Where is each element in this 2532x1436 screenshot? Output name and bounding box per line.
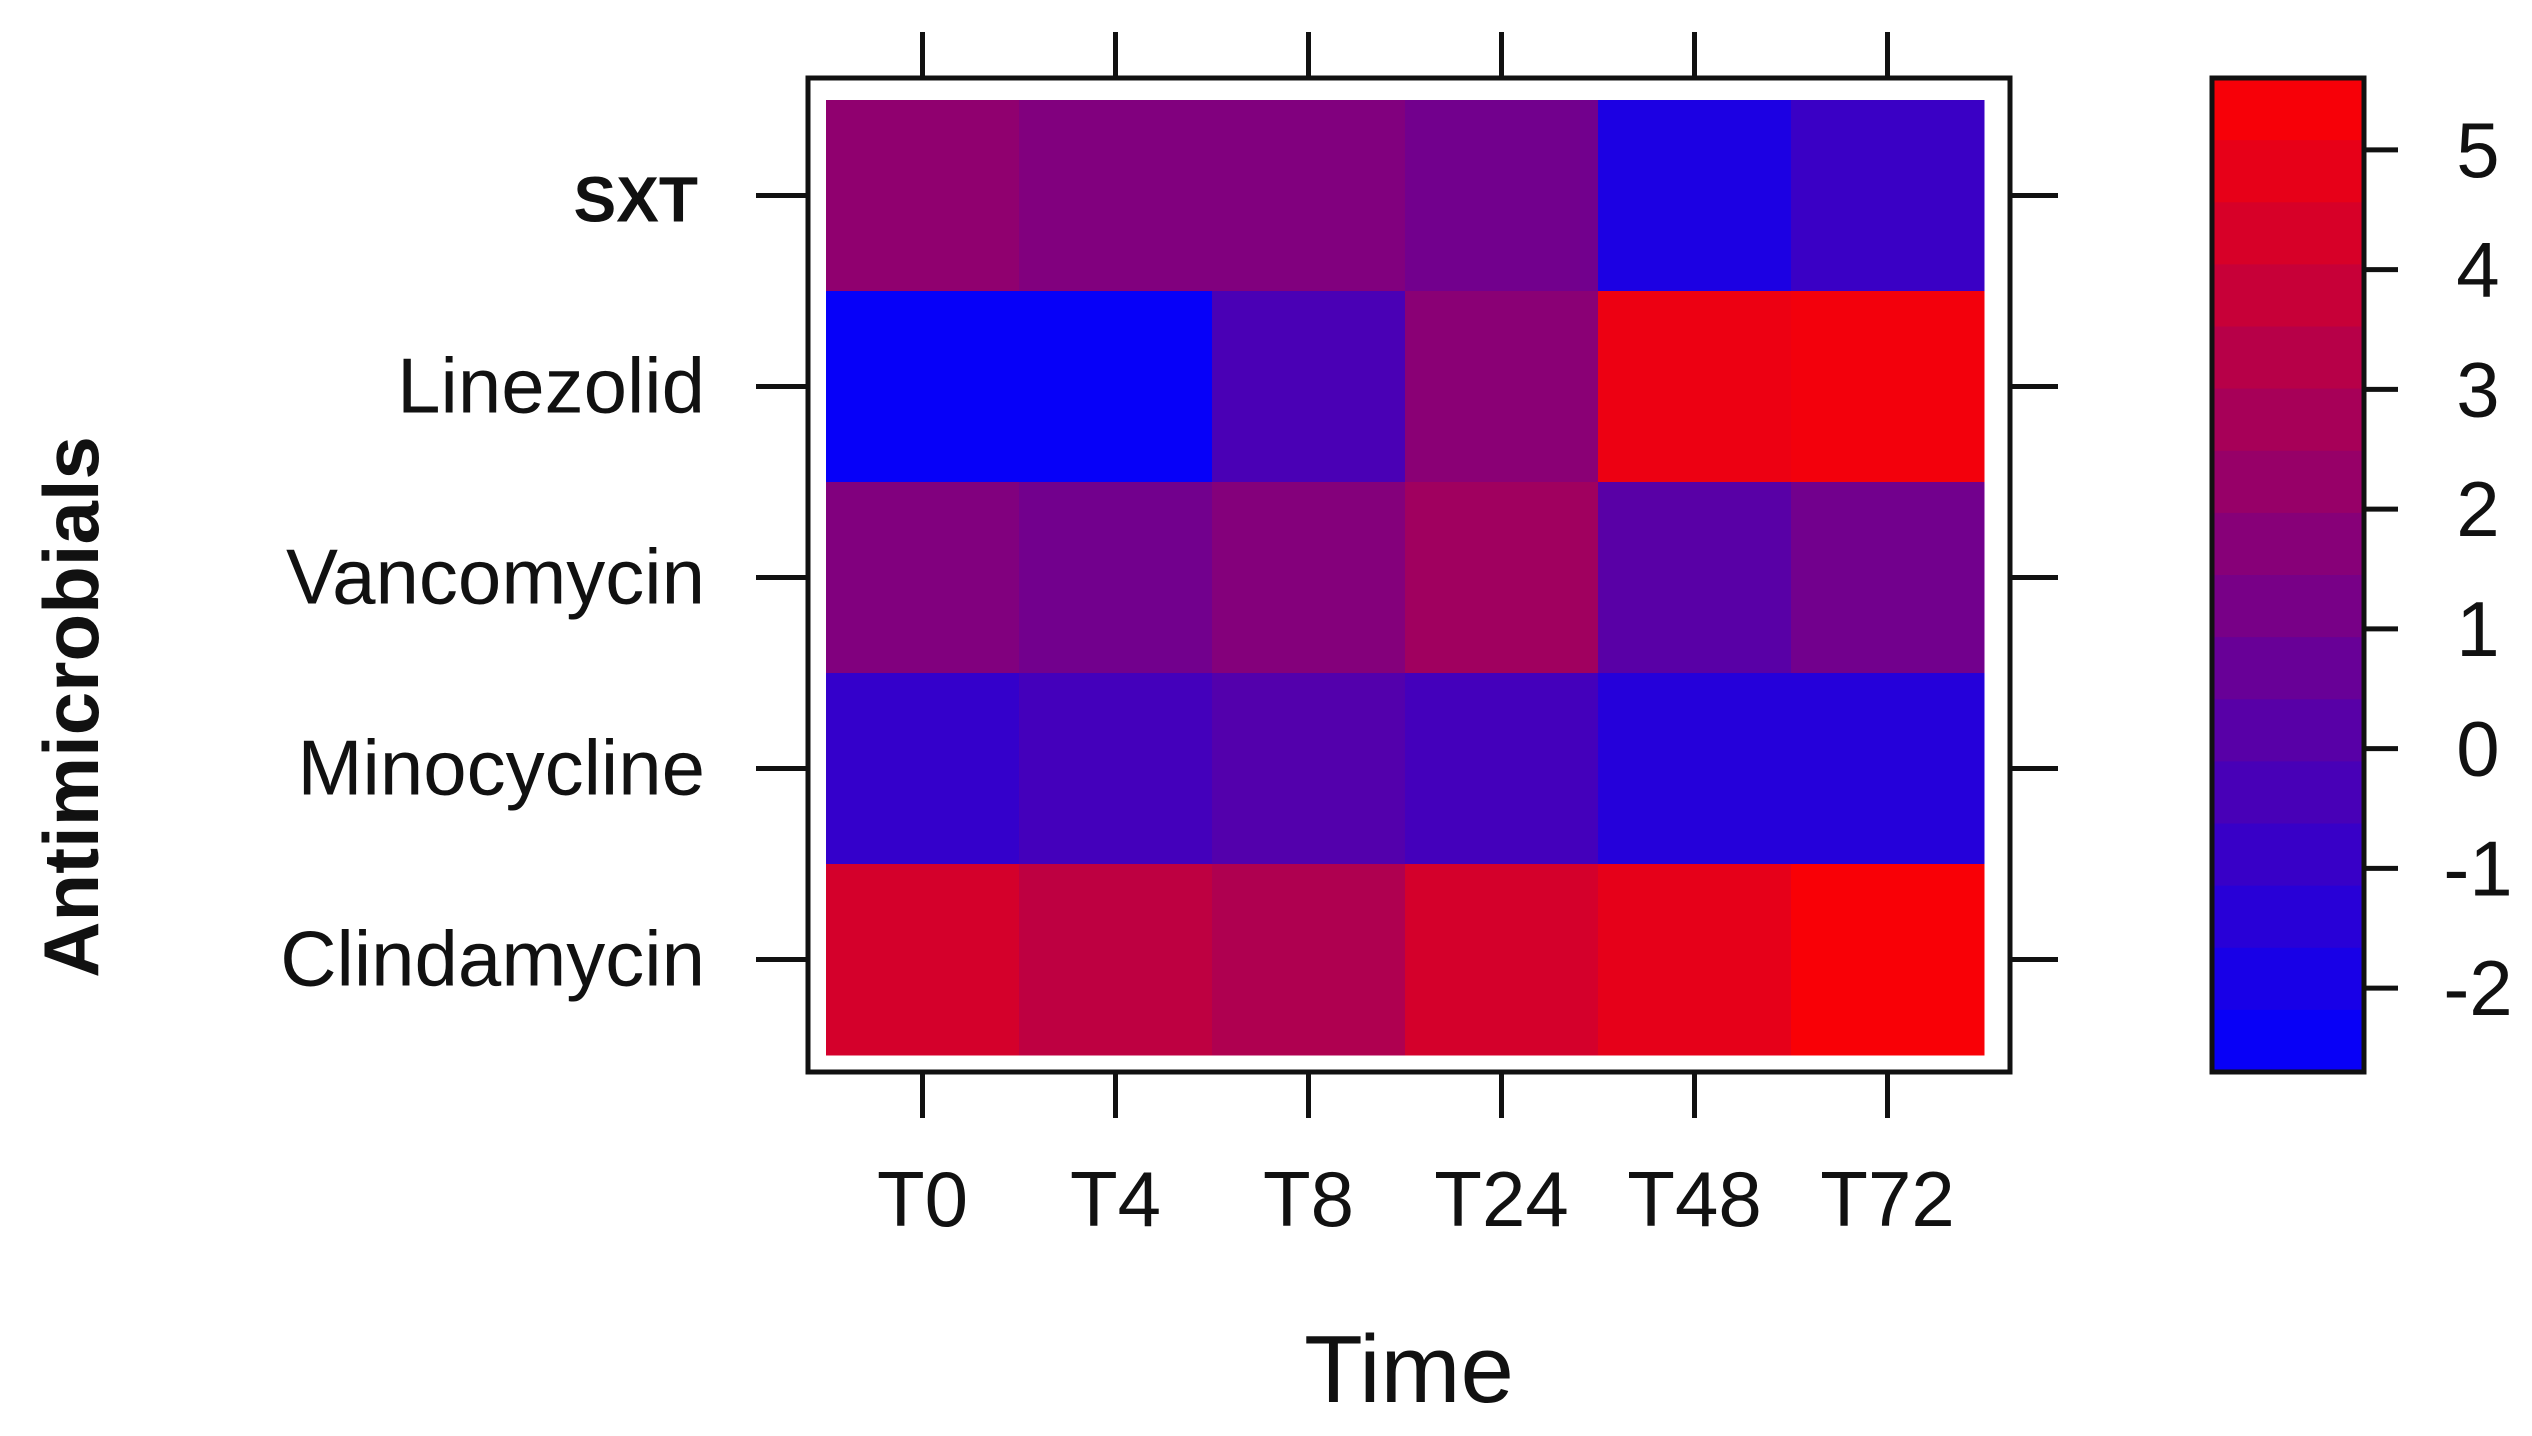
colorbar-band <box>2212 823 2364 887</box>
heatmap-cell <box>1212 864 1406 1056</box>
colorbar-band <box>2212 512 2364 576</box>
colorbar-ticks: -2 -1 0 1 2 3 4 5 <box>2364 106 2513 1032</box>
heatmap-cell <box>1598 100 1792 292</box>
heatmap-cell <box>1405 673 1599 865</box>
heatmap-cell <box>1019 100 1213 292</box>
x-axis-title: Time <box>1304 1316 1514 1423</box>
heatmap-cell <box>826 100 1020 292</box>
y-axis-ticks: SXT Linezolid Vancomycin Minocycline Clindam… <box>280 164 2058 1003</box>
y-axis-title: Antimicrobials <box>27 436 115 978</box>
heatmap-cell <box>1019 673 1213 865</box>
colorbar-band <box>2212 202 2364 265</box>
colorbar-band <box>2212 947 2364 1011</box>
y-tick-label: Minocycline <box>298 724 705 812</box>
colorbar-frame <box>2209 75 2367 1075</box>
heatmap-cell <box>1405 864 1599 1056</box>
heatmap-cell <box>1019 864 1213 1056</box>
heatmap-cell <box>1598 673 1792 865</box>
colorbar-tick-label: 5 <box>2456 106 2499 194</box>
heatmap-cell <box>1598 864 1792 1056</box>
y-tick-label: SXT <box>574 164 698 236</box>
colorbar-tick-label: 1 <box>2456 585 2499 673</box>
y-tick-label: Vancomycin <box>286 533 705 621</box>
colorbar-band <box>2212 264 2364 327</box>
heatmap-cell <box>826 673 1020 865</box>
heatmap-cell <box>1212 482 1406 674</box>
y-tick-label: Clindamycin <box>280 915 705 1003</box>
heatmap-cell <box>1791 482 1985 674</box>
x-tick-label: T48 <box>1627 1155 1761 1243</box>
heatmap-cell <box>1791 673 1985 865</box>
colorbar-band <box>2212 885 2364 949</box>
colorbar-band <box>2212 1009 2364 1073</box>
x-tick-label: T8 <box>1263 1155 1354 1243</box>
heatmap-cells <box>826 100 1985 1056</box>
y-tick-label: Linezolid <box>397 342 705 430</box>
colorbar-tick-label: -1 <box>2443 824 2512 912</box>
colorbar-tick-label: 2 <box>2456 465 2499 553</box>
heatmap-cell <box>1405 100 1599 292</box>
x-tick-label: T24 <box>1434 1155 1568 1243</box>
heatmap-cell <box>1791 100 1985 292</box>
heatmap-cell <box>1598 482 1792 674</box>
colorbar-band <box>2212 78 2364 141</box>
colorbar-tick-label: 0 <box>2456 705 2499 793</box>
colorbar-band <box>2212 140 2364 203</box>
x-axis-ticks: T0 T4 T8 T24 T48 T72 <box>877 32 1955 1243</box>
heatmap-cell <box>1212 673 1406 865</box>
x-tick-label: T0 <box>877 1155 968 1243</box>
heatmap-cell <box>1791 291 1985 483</box>
heatmap-cell <box>826 864 1020 1056</box>
heatmap-cell <box>826 482 1020 674</box>
colorbar-band <box>2212 637 2364 700</box>
colorbar-band <box>2212 450 2364 514</box>
heatmap-cell <box>1791 864 1985 1056</box>
colorbar-band <box>2212 388 2364 452</box>
colorbar <box>2212 78 2364 1073</box>
x-tick-label: T72 <box>1820 1155 1954 1243</box>
colorbar-tick-label: -2 <box>2443 944 2512 1032</box>
heatmap-cell <box>1212 100 1406 292</box>
heatmap-cell <box>1212 291 1406 483</box>
colorbar-band <box>2212 699 2364 762</box>
heatmap-cell <box>1598 291 1792 483</box>
x-tick-label: T4 <box>1070 1155 1161 1243</box>
colorbar-tick-label: 3 <box>2456 345 2499 433</box>
heatmap-cell <box>1019 291 1213 483</box>
colorbar-band <box>2212 761 2364 824</box>
heatmap-cell <box>1405 482 1599 674</box>
heatmap-cell <box>1405 291 1599 483</box>
colorbar-band <box>2212 575 2364 638</box>
colorbar-tick-label: 4 <box>2456 226 2499 314</box>
heatmap-cell <box>826 291 1020 483</box>
heatmap-cell <box>1019 482 1213 674</box>
colorbar-band <box>2212 326 2364 390</box>
